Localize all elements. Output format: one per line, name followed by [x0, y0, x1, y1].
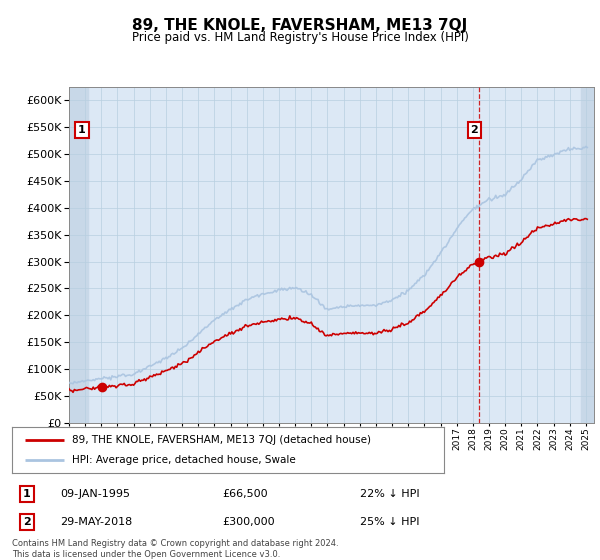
Text: 2: 2 [23, 517, 31, 527]
Text: 89, THE KNOLE, FAVERSHAM, ME13 7QJ (detached house): 89, THE KNOLE, FAVERSHAM, ME13 7QJ (deta… [73, 435, 371, 445]
Text: HPI: Average price, detached house, Swale: HPI: Average price, detached house, Swal… [73, 455, 296, 465]
Bar [69, 87, 88, 423]
Text: 2: 2 [470, 125, 478, 135]
Bar [69, 87, 88, 423]
Text: £66,500: £66,500 [222, 489, 268, 499]
Text: 1: 1 [23, 489, 31, 499]
Bar [581, 87, 594, 423]
Text: 89, THE KNOLE, FAVERSHAM, ME13 7QJ: 89, THE KNOLE, FAVERSHAM, ME13 7QJ [133, 18, 467, 33]
Bar [581, 87, 594, 423]
Text: 25% ↓ HPI: 25% ↓ HPI [360, 517, 419, 527]
Text: 09-JAN-1995: 09-JAN-1995 [60, 489, 130, 499]
Text: Price paid vs. HM Land Registry's House Price Index (HPI): Price paid vs. HM Land Registry's House … [131, 31, 469, 44]
Text: £300,000: £300,000 [222, 517, 275, 527]
Text: 22% ↓ HPI: 22% ↓ HPI [360, 489, 419, 499]
Text: 1: 1 [78, 125, 86, 135]
Text: 29-MAY-2018: 29-MAY-2018 [60, 517, 132, 527]
Text: Contains HM Land Registry data © Crown copyright and database right 2024.
This d: Contains HM Land Registry data © Crown c… [12, 539, 338, 559]
